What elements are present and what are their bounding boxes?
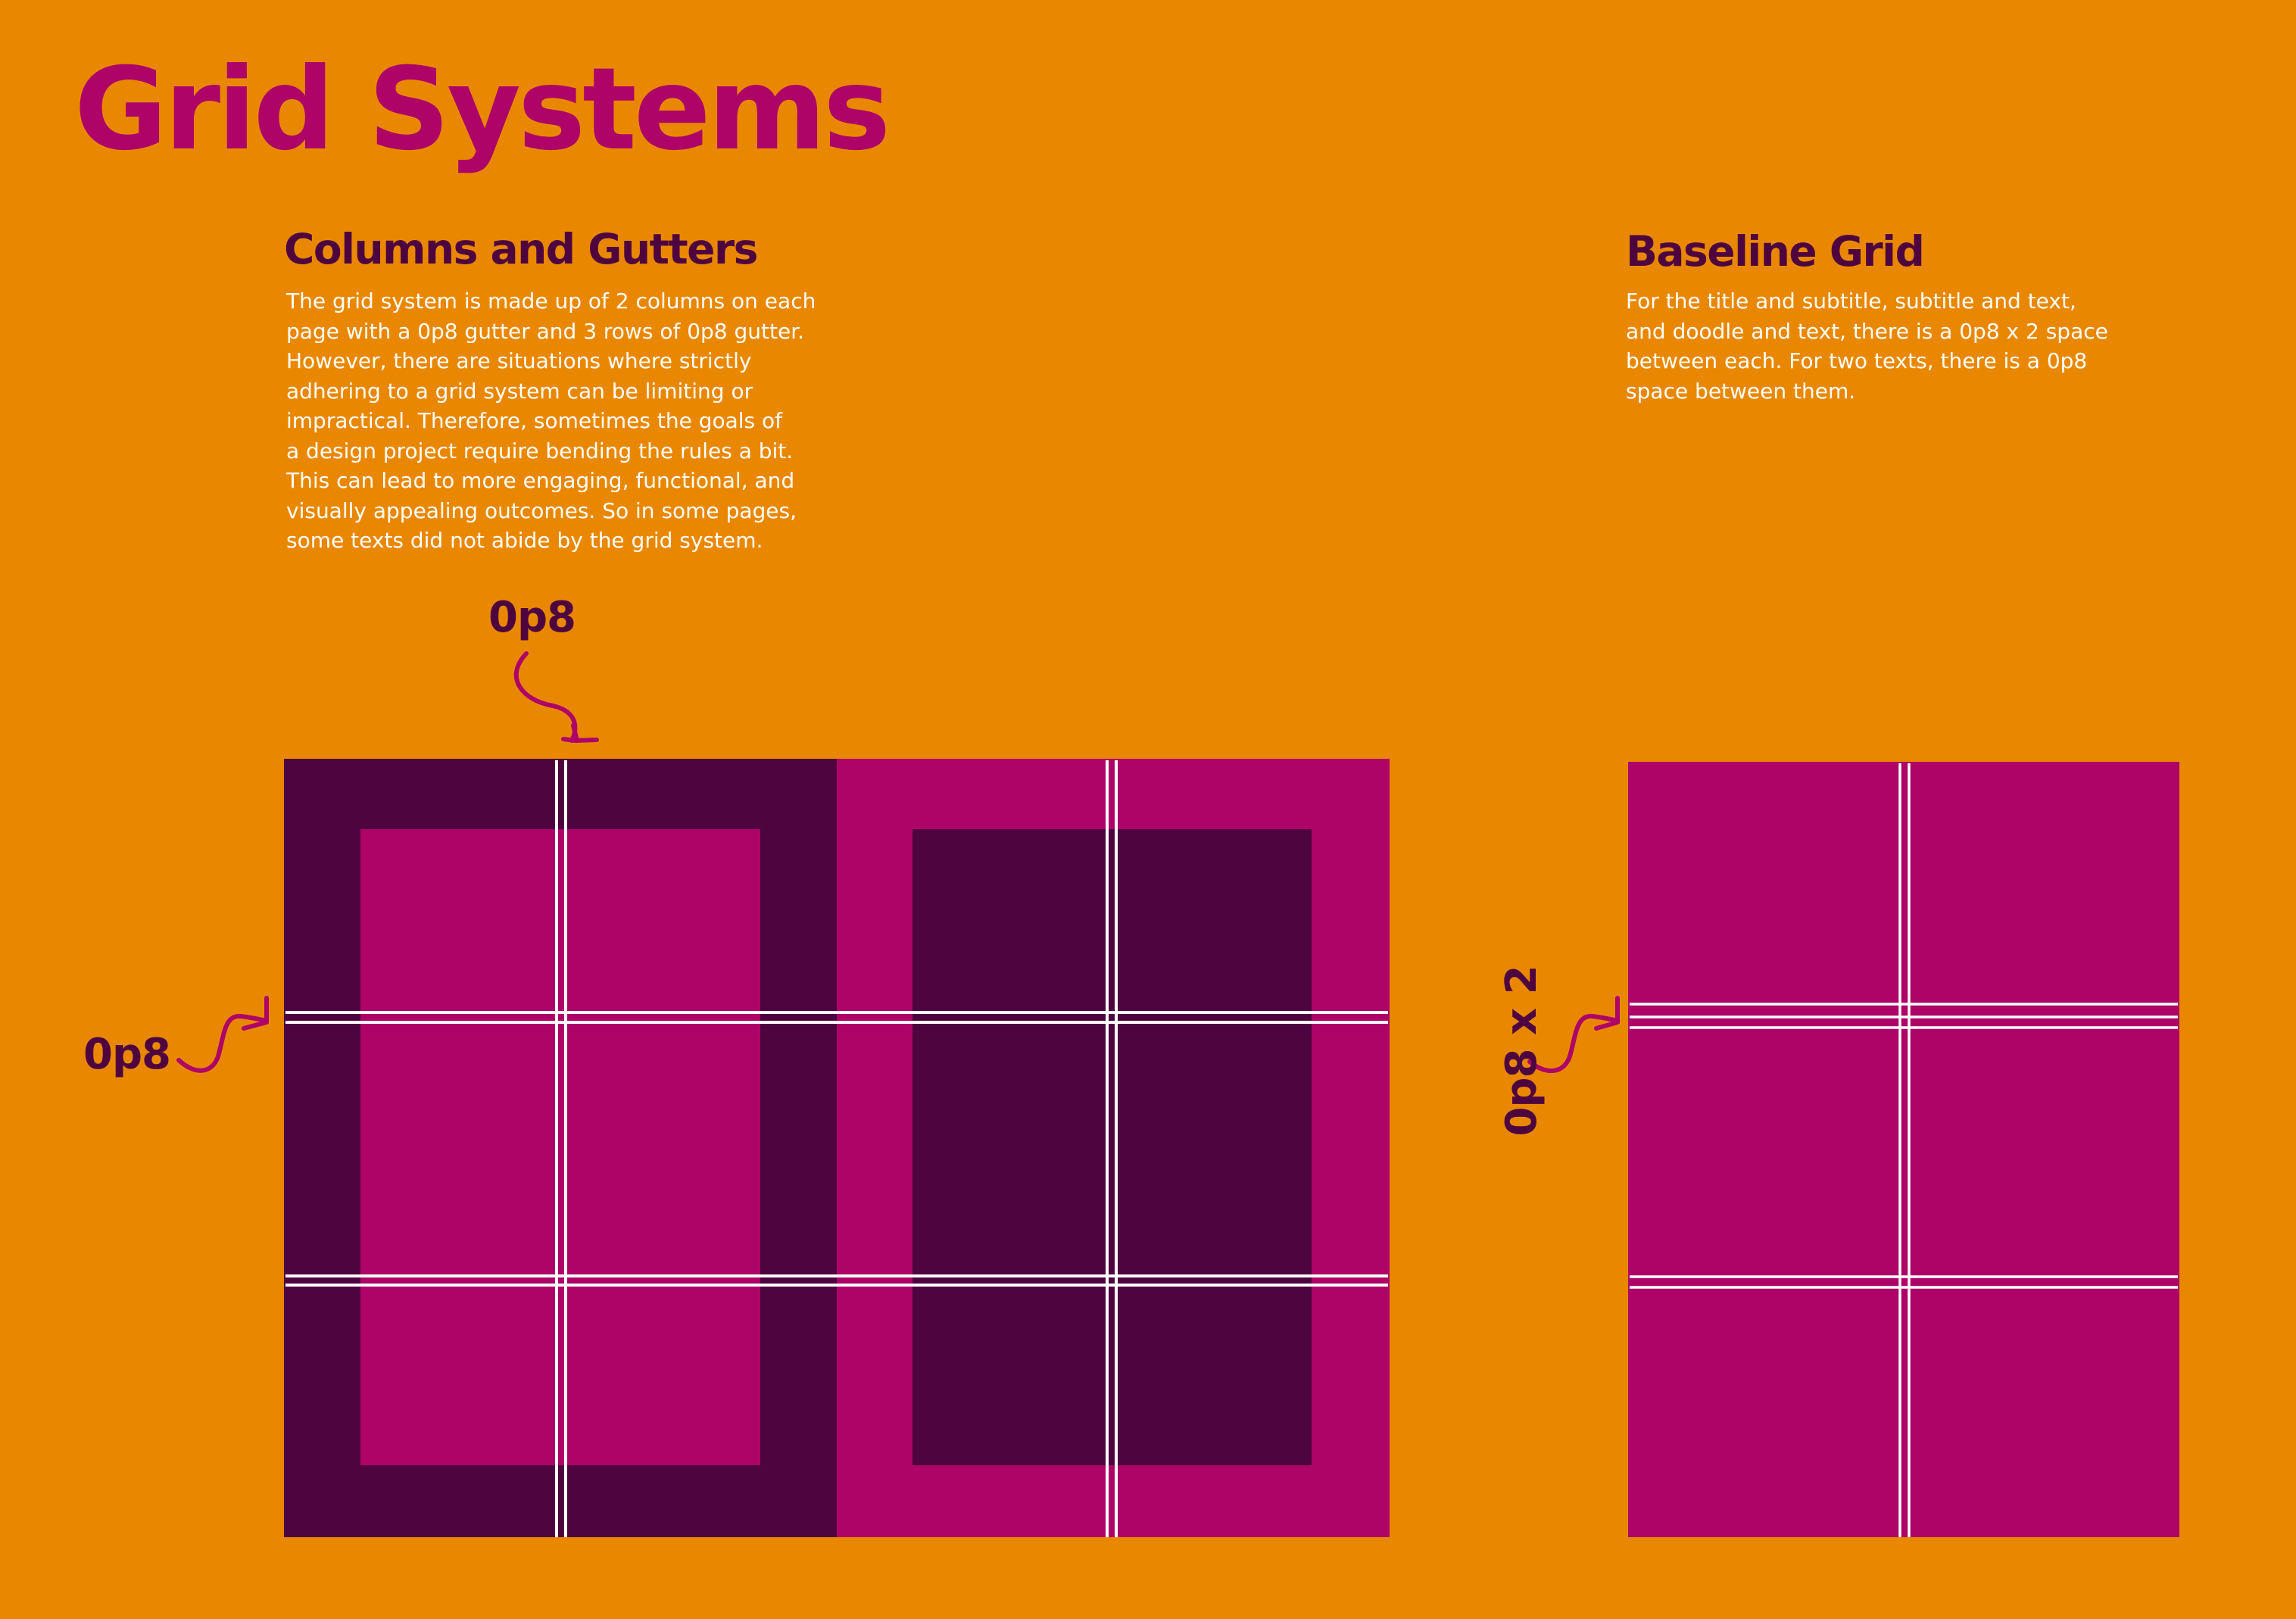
- gutter-top-label: 0p8: [488, 593, 576, 642]
- columns-line: impractical. Therefore, sometimes the go…: [286, 408, 783, 433]
- curved-arrow-right-icon: [176, 996, 269, 1073]
- columns-line: some texts did not abide by the grid sys…: [286, 528, 763, 553]
- columns-line: However, there are situations where stri…: [286, 348, 752, 373]
- columns-line: visually appealing outcomes. So in some …: [286, 498, 797, 523]
- columns-description: The grid system is made up of 2 columns …: [286, 286, 816, 556]
- baseline-description: For the title and subtitle, subtitle and…: [1626, 286, 2156, 406]
- curved-arrow-down-icon: [513, 651, 599, 743]
- gutter-left-label: 0p8: [83, 1030, 171, 1079]
- curved-arrow-right-icon: [1527, 996, 1620, 1074]
- left-page-text-area: [360, 829, 760, 1465]
- page-title: Grid Systems: [74, 44, 891, 176]
- columns-line: page with a 0p8 gutter and 3 rows of 0p8…: [286, 318, 805, 344]
- columns-line: The grid system is made up of 2 columns …: [286, 289, 816, 314]
- baseline-line: space between them.: [1626, 378, 1856, 404]
- row-gutter-lines: [285, 1011, 1388, 1287]
- baseline-guide-lines: [1630, 763, 2178, 1537]
- baseline-page: [1628, 762, 2179, 1537]
- baseline-line: between each. For two texts, there is a …: [1626, 348, 2088, 373]
- baseline-heading: Baseline Grid: [1626, 227, 1925, 276]
- baseline-line: For the title and subtitle, subtitle and…: [1626, 289, 2076, 314]
- columns-heading: Columns and Gutters: [284, 225, 758, 273]
- right-page-text-area: [912, 829, 1312, 1465]
- baseline-vertical-label: 0p8 x 2: [1497, 965, 1546, 1137]
- columns-line: adhering to a grid system can be limitin…: [286, 378, 753, 404]
- columns-line: This can lead to more engaging, function…: [286, 468, 795, 493]
- columns-line: a design project require bending the rul…: [286, 438, 794, 463]
- baseline-line: and doodle and text, there is a 0p8 x 2 …: [1626, 318, 2108, 344]
- column-gutter-lines: [555, 760, 1118, 1537]
